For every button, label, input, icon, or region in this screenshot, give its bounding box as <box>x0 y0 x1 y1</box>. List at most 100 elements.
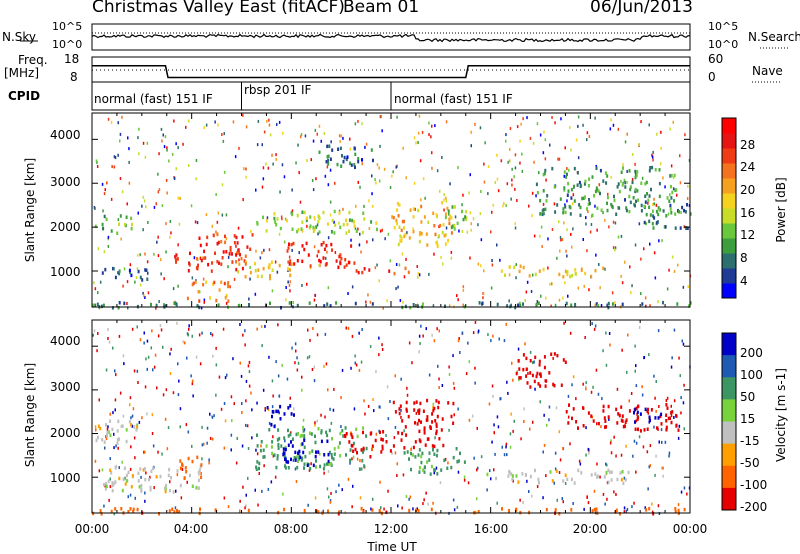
power-noise-cell <box>424 196 426 200</box>
velocity-noise-cell <box>150 346 152 350</box>
velocity-noise-cell <box>680 396 682 400</box>
power-echo-cell <box>227 299 230 303</box>
velocity-noise-cell <box>670 414 673 418</box>
velocity-echo-cell <box>408 508 411 513</box>
power-cbar-tick-24: 24 <box>740 160 756 174</box>
velocity-noise-cell <box>354 354 356 358</box>
velocity-noise-cell <box>664 440 667 444</box>
velocity-noise-cell <box>264 324 266 328</box>
power-echo-cell <box>519 264 522 268</box>
velocity-noise-cell <box>406 393 409 397</box>
velocity-noise-cell <box>92 333 94 337</box>
power-echo-cell <box>216 232 219 237</box>
power-echo-cell <box>224 234 226 239</box>
power-echo-cell <box>361 230 364 235</box>
velocity-noise-cell <box>375 432 378 436</box>
power-noise-cell <box>104 188 106 192</box>
power-echo-cell <box>287 246 290 250</box>
power-echo-cell <box>139 275 142 280</box>
power-echo-cell <box>506 304 509 308</box>
velocity-echo-cell <box>418 438 421 442</box>
power-noise-cell <box>387 232 390 236</box>
power-noise-cell <box>268 118 270 122</box>
power-noise-cell <box>507 160 509 164</box>
velocity-echo-cell <box>284 445 287 450</box>
velocity-noise-cell <box>198 333 201 337</box>
power-echo-cell <box>339 253 342 257</box>
power-noise-cell <box>571 245 573 249</box>
power-echo-cell <box>574 268 577 272</box>
freq-unit: [MHz] <box>4 66 40 80</box>
velocity-echo-cell <box>255 465 258 469</box>
power-echo-cell <box>426 243 429 247</box>
power-echo-cell <box>342 222 345 227</box>
velocity-echo-cell <box>435 424 438 429</box>
power-echo-cell <box>229 245 232 250</box>
velocity-echo-cell <box>418 408 421 412</box>
power-echo-cell <box>544 168 547 173</box>
velocity-echo-cell <box>413 401 416 405</box>
velocity-noise-cell <box>245 504 247 508</box>
power-colorbar-cell <box>722 163 736 179</box>
power-noise-cell <box>274 260 277 264</box>
velocity-echo-cell <box>320 429 323 433</box>
velocity-noise-cell <box>554 467 557 471</box>
power-noise-cell <box>432 304 435 308</box>
velocity-echo-cell <box>431 420 434 424</box>
velocity-noise-cell <box>604 502 606 506</box>
velocity-noise-cell <box>97 332 99 335</box>
velocity-noise-cell <box>477 329 480 333</box>
power-echo-cell <box>241 235 244 239</box>
power-noise-cell <box>178 222 181 226</box>
power-noise-cell <box>142 141 145 145</box>
velocity-echo-cell <box>625 418 628 422</box>
power-echo-cell <box>668 199 671 203</box>
power-echo-cell <box>423 215 426 219</box>
velocity-noise-cell <box>355 363 358 367</box>
velocity-echo-cell <box>401 431 404 436</box>
velocity-echo-cell <box>142 468 145 472</box>
velocity-noise-cell <box>341 488 343 492</box>
power-echo-cell <box>651 209 654 213</box>
velocity-noise-cell <box>149 475 151 479</box>
velocity-noise-cell <box>146 367 148 371</box>
power-noise-cell <box>318 263 320 267</box>
power-noise-cell <box>157 172 159 176</box>
power-noise-cell <box>514 187 516 191</box>
velocity-noise-cell <box>468 418 471 422</box>
power-echo-cell <box>634 169 637 174</box>
velocity-noise-cell <box>558 430 561 434</box>
power-noise-cell <box>221 183 224 187</box>
power-echo-cell <box>500 269 503 273</box>
power-echo-cell <box>403 234 406 239</box>
power-noise-cell <box>107 244 110 248</box>
power-noise-cell <box>222 139 225 143</box>
power-echo-cell <box>435 213 438 217</box>
date-label: 06/Jun/2013 <box>590 0 693 17</box>
velocity-echo-cell <box>573 481 576 485</box>
power-echo-cell <box>329 304 332 308</box>
power-noise-cell <box>582 238 584 241</box>
velocity-noise-cell <box>651 502 653 506</box>
power-noise-cell <box>647 201 649 205</box>
power-noise-cell <box>594 204 596 208</box>
power-echo-cell <box>427 220 430 225</box>
power-noise-cell <box>97 247 100 251</box>
power-echo-cell <box>318 216 321 220</box>
power-noise-cell <box>428 272 430 276</box>
velocity-echo-cell <box>617 412 620 416</box>
velocity-noise-cell <box>670 365 673 369</box>
velocity-noise-cell <box>147 355 150 359</box>
velocity-echo-cell <box>616 421 619 425</box>
velocity-noise-cell <box>361 467 363 471</box>
power-noise-cell <box>134 280 136 284</box>
velocity-echo-cell <box>298 449 301 454</box>
power-noise-cell <box>117 218 120 222</box>
velocity-echo-cell <box>344 434 347 439</box>
power-echo-cell <box>658 194 661 199</box>
velocity-noise-cell <box>146 412 148 416</box>
velocity-noise-cell <box>432 405 434 409</box>
velocity-noise-cell <box>291 346 293 350</box>
velocity-echo-cell <box>258 466 260 471</box>
power-noise-cell <box>126 280 129 284</box>
